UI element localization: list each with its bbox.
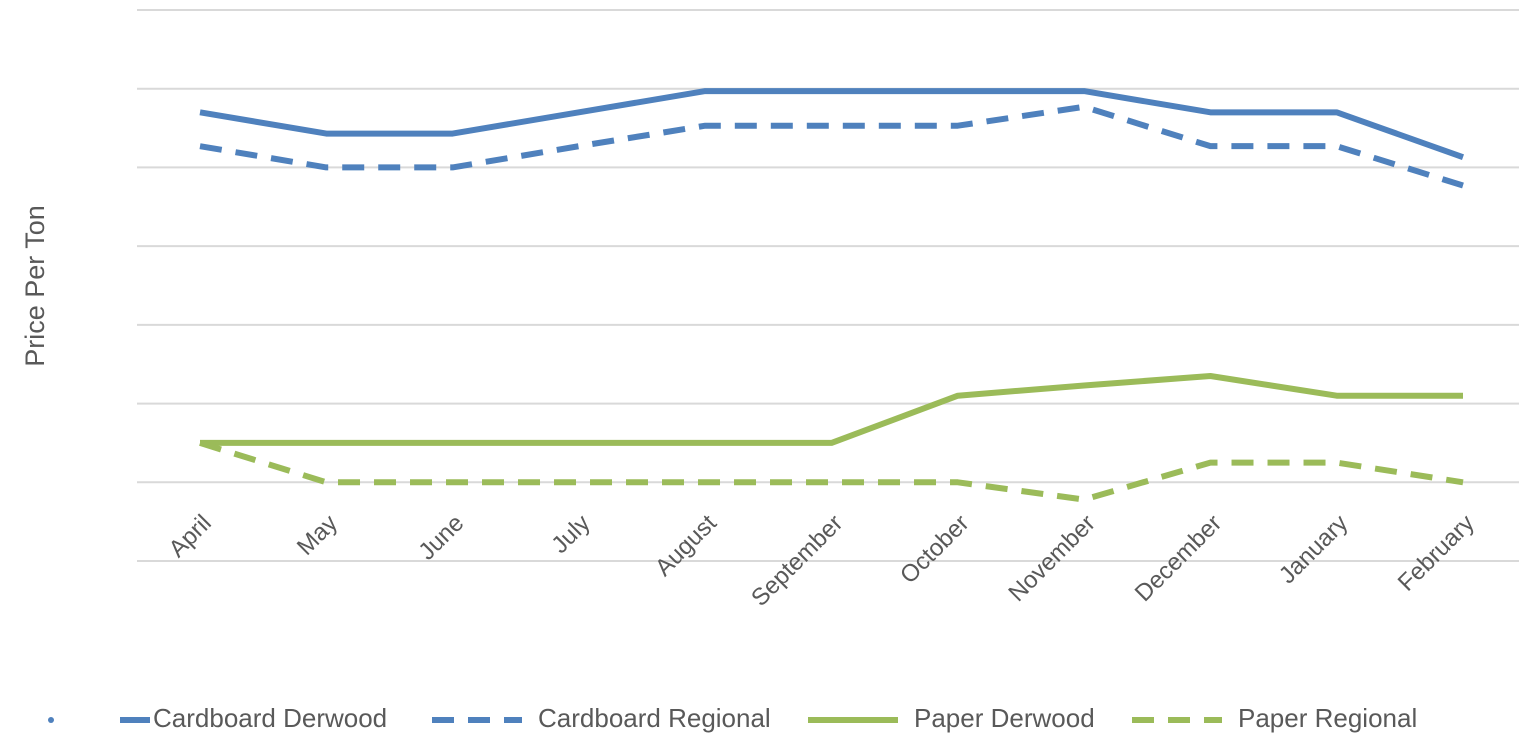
- x-tick-label: October: [895, 510, 974, 589]
- x-tick-label: May: [292, 510, 343, 561]
- legend-label-0: Cardboard Derwood: [153, 703, 387, 733]
- legend-label-3: Paper Regional: [1238, 703, 1417, 733]
- x-tick-label: July: [546, 510, 595, 559]
- x-tick-label: February: [1393, 510, 1480, 597]
- x-tick-label: June: [413, 510, 469, 566]
- x-tick-label: December: [1130, 510, 1227, 607]
- legend-label-1: Cardboard Regional: [538, 703, 771, 733]
- x-tick-label: January: [1274, 510, 1353, 589]
- x-tick-label: August: [650, 509, 722, 581]
- series-lines: [199, 88, 1465, 503]
- x-tick-label: November: [1003, 510, 1100, 607]
- series-line-0: [199, 88, 1465, 161]
- gridlines: [137, 9, 1519, 562]
- x-tick-label: April: [164, 510, 217, 563]
- legend: Cardboard Derwood Cardboard Regional Paper…: [48, 703, 1417, 733]
- series-line-1: [199, 103, 1464, 189]
- legend-marker-dot: [48, 717, 54, 723]
- legend-label-2: Paper Derwood: [914, 703, 1095, 733]
- series-line-2: [200, 373, 1463, 446]
- series-line-3: [199, 440, 1464, 503]
- y-axis-label: Price Per Ton: [20, 205, 50, 367]
